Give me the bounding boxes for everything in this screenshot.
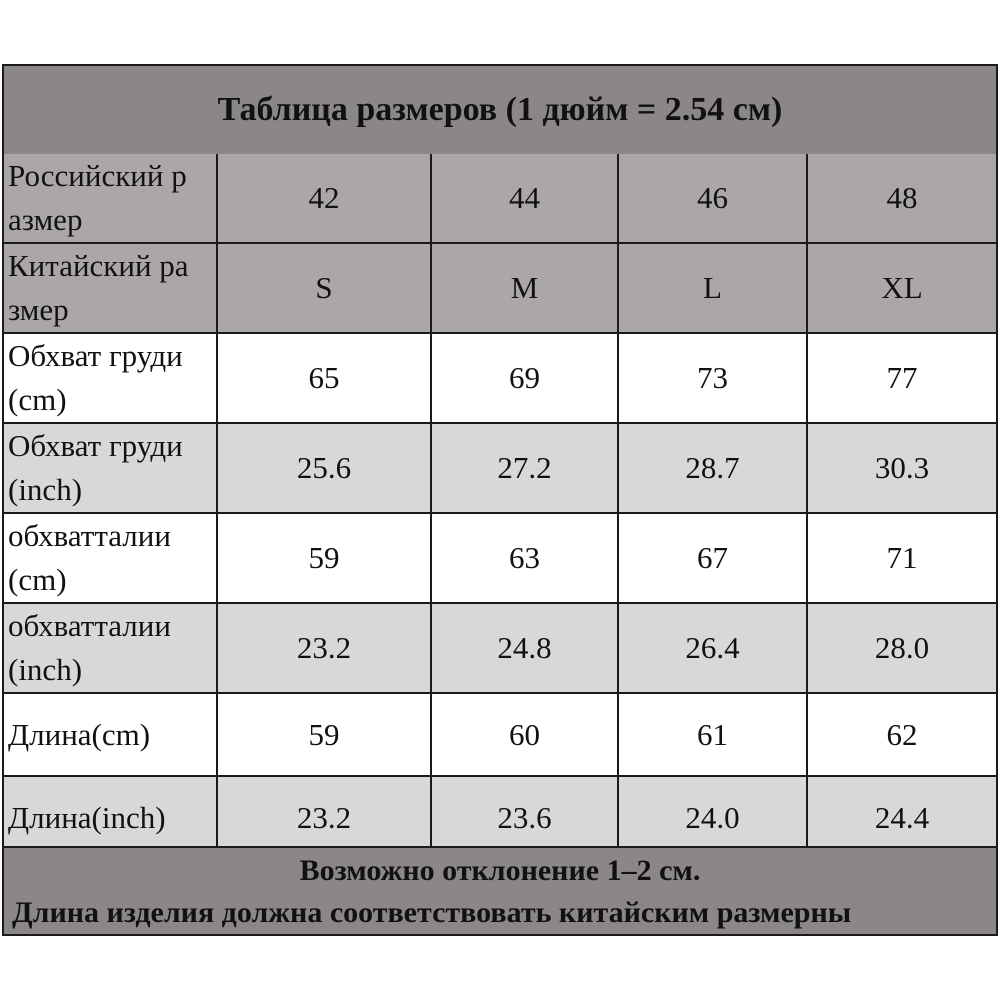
measure-cell: 59 — [216, 692, 432, 777]
row-label: обхватталии (cm) — [4, 512, 218, 604]
row-waist-cm: обхватталии (cm) 59 63 67 71 — [4, 512, 996, 604]
size-cell: 44 — [430, 154, 619, 244]
measure-cell: 61 — [617, 692, 808, 777]
deviation-note: Возможно отклонение 1–2 см. — [299, 854, 701, 887]
row-russian-size: Российский р азмер 42 44 46 48 — [4, 154, 996, 244]
size-cell: 42 — [216, 154, 432, 244]
measure-cell: 23.6 — [430, 775, 619, 860]
row-chest-inch: Обхват груди (inch) 25.6 27.2 28.7 30.3 — [4, 422, 996, 514]
measure-cell: 26.4 — [617, 602, 808, 694]
size-cell: S — [216, 242, 432, 334]
measure-cell: 24.4 — [806, 775, 996, 860]
measure-cell: 30.3 — [806, 422, 996, 514]
measure-cell: 67 — [617, 512, 808, 604]
measure-cell: 59 — [216, 512, 432, 604]
size-table: Российский р азмер 42 44 46 48 Китайский… — [4, 154, 996, 860]
size-cell: M — [430, 242, 619, 334]
row-label: обхватталии (inch) — [4, 602, 218, 694]
measure-cell: 77 — [806, 332, 996, 424]
measure-cell: 25.6 — [216, 422, 432, 514]
measure-cell: 71 — [806, 512, 996, 604]
measure-cell: 60 — [430, 692, 619, 777]
length-note: Длина изделия должна соответствовать кит… — [12, 896, 852, 929]
size-cell: 48 — [806, 154, 996, 244]
measure-cell: 62 — [806, 692, 996, 777]
measure-cell: 28.7 — [617, 422, 808, 514]
row-label: Китайский ра змер — [4, 242, 218, 334]
row-label: Обхват груди (inch) — [4, 422, 218, 514]
row-chinese-size: Китайский ра змер S M L XL — [4, 242, 996, 334]
size-cell: 46 — [617, 154, 808, 244]
measure-cell: 23.2 — [216, 602, 432, 694]
row-length-cm: Длина(cm) 59 60 61 62 — [4, 692, 996, 777]
size-chart: Таблица размеров (1 дюйм = 2.54 см) Росс… — [2, 64, 998, 936]
size-cell: L — [617, 242, 808, 334]
row-label: Обхват груди (cm) — [4, 332, 218, 424]
row-label: Российский р азмер — [4, 154, 218, 244]
measure-cell: 63 — [430, 512, 619, 604]
chart-footer: Возможно отклонение 1–2 см. Длина издели… — [4, 846, 996, 934]
row-chest-cm: Обхват груди (cm) 65 69 73 77 — [4, 332, 996, 424]
measure-cell: 28.0 — [806, 602, 996, 694]
chart-title: Таблица размеров (1 дюйм = 2.54 см) — [4, 66, 996, 156]
measure-cell: 24.8 — [430, 602, 619, 694]
row-waist-inch: обхватталии (inch) 23.2 24.8 26.4 28.0 — [4, 602, 996, 694]
row-length-inch: Длина(inch) 23.2 23.6 24.0 24.4 — [4, 775, 996, 860]
row-label: Длина(cm) — [4, 692, 218, 777]
size-cell: XL — [806, 242, 996, 334]
measure-cell: 73 — [617, 332, 808, 424]
measure-cell: 24.0 — [617, 775, 808, 860]
measure-cell: 69 — [430, 332, 619, 424]
measure-cell: 27.2 — [430, 422, 619, 514]
row-label: Длина(inch) — [4, 775, 218, 860]
measure-cell: 65 — [216, 332, 432, 424]
